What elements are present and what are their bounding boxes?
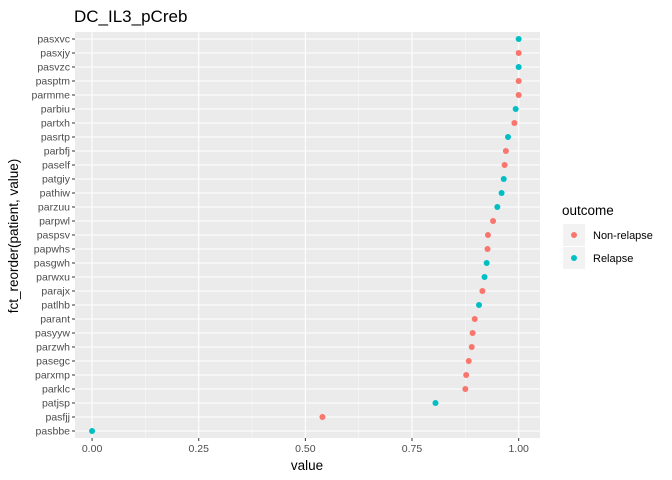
point-pasvzc	[515, 64, 522, 70]
y-tick-label: papwhs	[34, 244, 70, 256]
x-axis-ticks: 0.00 0.25 0.50 0.75 1.00	[82, 438, 529, 455]
y-tick-label: pasgwh	[34, 258, 70, 270]
point-patgiy	[500, 176, 507, 182]
y-tick-label: paspsv	[37, 230, 71, 242]
y-tick-label: parbiu	[41, 104, 70, 116]
y-tick-label: parant	[40, 314, 70, 326]
y-tick-label: pasfjj	[45, 412, 70, 424]
legend-key-point	[571, 232, 577, 238]
point-parajx	[479, 288, 486, 294]
y-tick-label: pasptm	[36, 76, 71, 88]
y-tick-label: parbfj	[44, 146, 70, 158]
legend-key-point	[571, 255, 577, 261]
y-axis-title: fct_reorder(patient, value)	[6, 159, 21, 314]
point-parxmp	[463, 372, 470, 378]
y-tick-label: parklc	[42, 384, 70, 396]
y-tick-label: parajx	[41, 286, 70, 298]
point-partxh	[511, 120, 518, 126]
point-parwxu	[481, 274, 488, 280]
y-tick-label: pasbbe	[36, 426, 71, 438]
y-tick-label: parzuu	[38, 202, 70, 214]
point-parant	[471, 316, 478, 322]
point-patlhb	[475, 302, 482, 308]
point-parklc	[462, 386, 469, 392]
legend-label: Relapse	[593, 253, 633, 265]
legend-label: Non-relapse	[593, 230, 653, 242]
point-parbfj	[502, 148, 509, 154]
x-tick-label: 0.75	[402, 443, 423, 455]
y-tick-label: pasrtp	[41, 132, 70, 144]
y-tick-label: patjsp	[42, 398, 70, 410]
point-papwhs	[484, 246, 491, 252]
point-parmme	[515, 92, 522, 98]
point-paspsv	[484, 232, 491, 238]
chart-title: DC_IL3_pCreb	[74, 7, 187, 26]
point-patjsp	[432, 400, 439, 406]
x-tick-label: 0.25	[188, 443, 209, 455]
y-tick-label: parzwh	[36, 342, 70, 354]
point-pasbbe	[89, 428, 96, 434]
y-tick-label: pasvzc	[37, 62, 70, 74]
x-tick-label: 0.00	[82, 443, 103, 455]
legend-title: outcome	[562, 203, 614, 218]
y-tick-label: parxmp	[35, 370, 70, 382]
point-pasyyw	[469, 330, 476, 336]
point-paself	[501, 162, 508, 168]
y-tick-label: pathiw	[40, 188, 71, 200]
y-axis-ticks: pasbbe pasfjj patjsp parklc parxmp pasegc parz…	[31, 34, 75, 438]
x-tick-label: 1.00	[508, 443, 529, 455]
point-parzuu	[494, 204, 501, 210]
point-parbiu	[512, 106, 519, 112]
point-parzwh	[468, 344, 475, 350]
point-pasfjj	[319, 414, 326, 420]
point-pasegc	[465, 358, 472, 364]
point-parpwl	[490, 218, 497, 224]
y-tick-label: partxh	[41, 118, 70, 130]
x-tick-label: 0.50	[295, 443, 316, 455]
y-tick-label: parpwl	[39, 216, 70, 228]
point-pathiw	[498, 190, 505, 196]
x-axis-title: value	[291, 458, 323, 473]
plot-panel	[75, 32, 540, 438]
y-tick-label: patgiy	[42, 174, 71, 186]
y-tick-label: parwxu	[36, 272, 70, 284]
point-pasxvc	[515, 36, 522, 42]
legend: outcome Non-relapse Relapse	[562, 203, 653, 269]
y-tick-label: paself	[42, 160, 70, 172]
y-tick-label: pasyyw	[35, 328, 70, 340]
point-pasptm	[515, 78, 522, 84]
y-tick-label: pasxvc	[37, 34, 70, 46]
point-pasxjy	[515, 50, 522, 56]
y-tick-label: pasegc	[36, 356, 70, 368]
y-tick-label: patlhb	[41, 300, 70, 312]
point-pasgwh	[483, 260, 490, 266]
y-tick-label: parmme	[31, 90, 70, 102]
data-points	[89, 36, 522, 434]
y-tick-label: pasxjy	[40, 48, 71, 60]
point-pasrtp	[505, 134, 512, 140]
